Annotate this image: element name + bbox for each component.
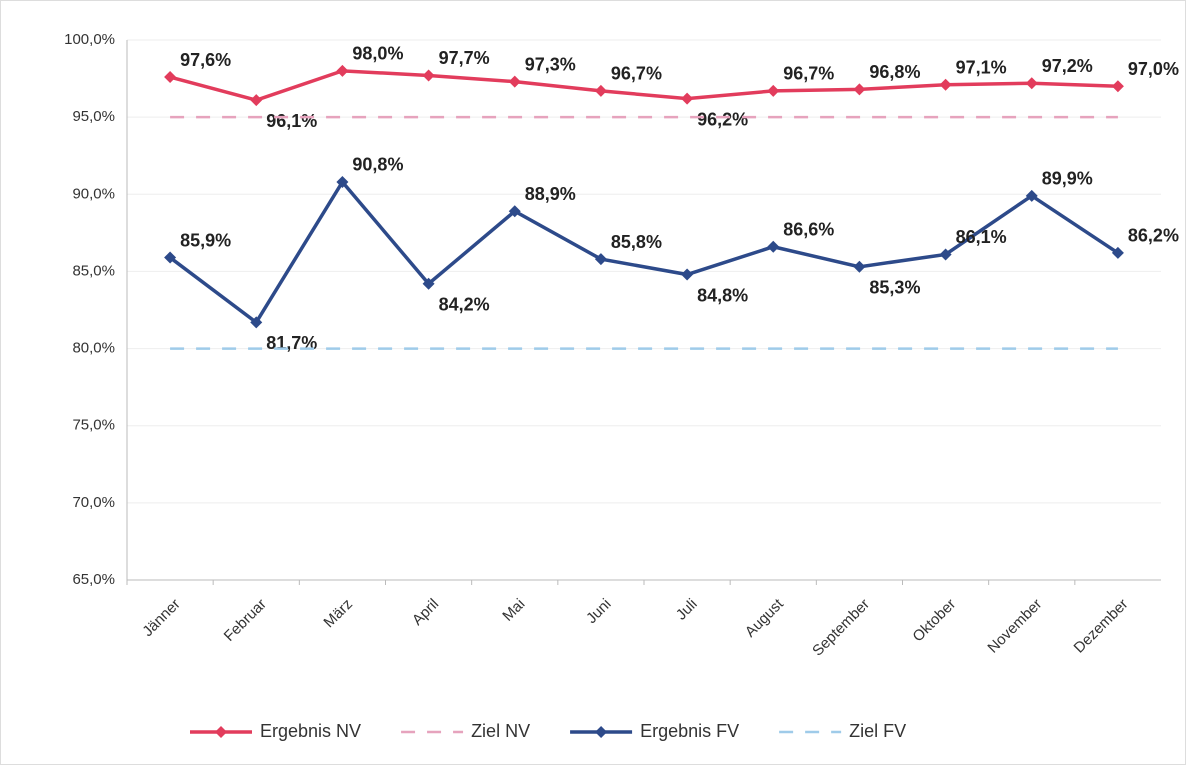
data-label: 85,3% [869, 278, 920, 298]
data-label: 85,9% [180, 230, 231, 250]
marker [767, 240, 780, 253]
y-tick-label: 75,0% [72, 417, 115, 434]
marker [1025, 77, 1038, 90]
data-label: 97,2% [1042, 56, 1093, 76]
data-label: 96,7% [783, 64, 834, 84]
data-label: 98,0% [352, 44, 403, 64]
data-label: 96,7% [611, 64, 662, 84]
marker [853, 260, 866, 273]
marker [681, 92, 694, 105]
data-label: 85,8% [611, 232, 662, 252]
legend-item: Ergebnis NV [190, 721, 361, 741]
marker [681, 268, 694, 281]
marker [508, 205, 521, 218]
legend-label: Ergebnis NV [260, 721, 361, 741]
data-label: 86,6% [783, 219, 834, 239]
data-label: 97,0% [1128, 59, 1179, 79]
marker [250, 316, 263, 329]
marker [1111, 80, 1124, 93]
data-label: 97,3% [525, 54, 576, 74]
y-tick-label: 70,0% [72, 494, 115, 511]
marker [594, 253, 607, 266]
y-tick-label: 80,0% [72, 340, 115, 357]
data-label: 88,9% [525, 184, 576, 204]
marker [939, 78, 952, 91]
data-label: 90,8% [352, 155, 403, 175]
marker [422, 69, 435, 82]
marker [164, 71, 177, 84]
series-line [169, 69, 1118, 102]
legend-label: Ergebnis FV [640, 721, 739, 741]
y-tick-label: 95,0% [72, 108, 115, 125]
data-label: 84,2% [439, 295, 490, 315]
marker [336, 64, 349, 77]
marker [939, 248, 952, 261]
data-label: 96,2% [697, 109, 748, 129]
data-label: 97,1% [956, 57, 1007, 77]
y-tick-label: 100,0% [64, 31, 115, 48]
marker [594, 84, 607, 97]
legend-item: Ergebnis FV [570, 721, 739, 741]
marker [1025, 189, 1038, 202]
y-tick-label: 85,0% [72, 262, 115, 279]
data-label: 84,8% [697, 285, 748, 305]
data-label: 97,6% [180, 50, 231, 70]
data-label: 89,9% [1042, 169, 1093, 189]
marker [164, 251, 177, 264]
marker [422, 277, 435, 290]
y-tick-label: 65,0% [72, 571, 115, 588]
legend-marker [215, 726, 227, 738]
data-label: 96,8% [869, 62, 920, 82]
data-label: 96,1% [266, 111, 317, 131]
legend-item: Ziel FV [779, 721, 906, 741]
legend-label: Ziel FV [849, 721, 906, 741]
data-label: 86,2% [1128, 226, 1179, 246]
marker [250, 94, 263, 107]
legend-marker [595, 726, 608, 738]
marker [853, 83, 866, 96]
y-tick-label: 90,0% [72, 185, 115, 202]
legend-label: Ziel NV [471, 721, 530, 741]
legend-item: Ziel NV [401, 721, 530, 741]
data-label: 97,7% [439, 48, 490, 68]
marker [508, 75, 521, 88]
data-label: 86,1% [956, 227, 1007, 247]
data-label: 81,7% [266, 333, 317, 353]
series-line [169, 178, 1119, 325]
marker [336, 175, 349, 188]
marker [1111, 246, 1124, 259]
marker [767, 84, 780, 97]
